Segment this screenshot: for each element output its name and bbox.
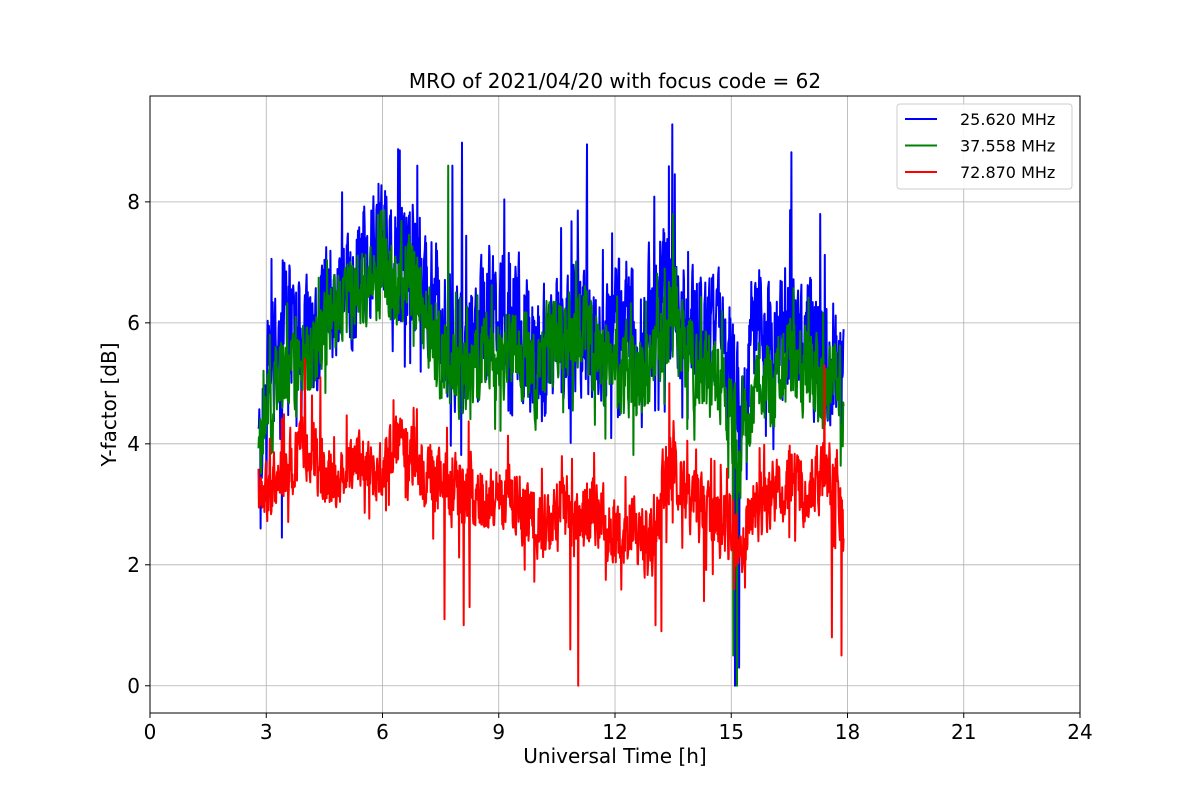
x-tick-label: 6 <box>376 720 389 744</box>
legend-label-1: 25.620 MHz <box>960 110 1055 129</box>
y-tick-label: 8 <box>127 190 140 214</box>
x-axis-label: Universal Time [h] <box>523 744 706 768</box>
legend-label-3: 72.870 MHz <box>960 163 1055 182</box>
y-axis-label: Y-factor [dB] <box>97 342 121 467</box>
y-axis: 0 2 4 6 8 <box>127 190 150 698</box>
y-tick-label: 6 <box>127 311 140 335</box>
x-tick-label: 18 <box>835 720 860 744</box>
x-tick-label: 15 <box>719 720 744 744</box>
x-tick-label: 12 <box>602 720 627 744</box>
x-tick-label: 3 <box>260 720 273 744</box>
legend-label-2: 37.558 MHz <box>960 137 1055 156</box>
chart-title: MRO of 2021/04/20 with focus code = 62 <box>409 69 821 93</box>
x-tick-label: 9 <box>492 720 505 744</box>
legend-box <box>896 103 1073 190</box>
y-tick-label: 4 <box>127 432 140 456</box>
series-line-2 <box>257 164 845 687</box>
y-tick-label: 0 <box>127 674 140 698</box>
x-tick-label: 24 <box>1067 720 1092 744</box>
x-tick-label: 21 <box>951 720 976 744</box>
series-line-3 <box>257 358 845 687</box>
x-tick-label: 0 <box>144 720 157 744</box>
series-layer <box>257 123 845 687</box>
x-axis: 0 3 6 9 12 15 18 21 24 <box>144 713 1093 744</box>
legend: 25.620 MHz 37.558 MHz 72.870 MHz <box>896 103 1073 190</box>
y-tick-label: 2 <box>127 553 140 577</box>
